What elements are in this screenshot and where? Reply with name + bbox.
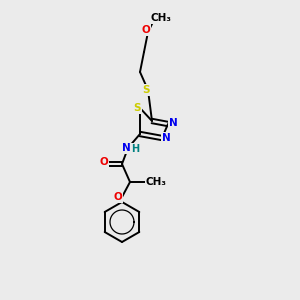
Text: N: N (162, 133, 170, 143)
Text: N: N (122, 143, 130, 153)
Text: S: S (142, 85, 150, 95)
Text: O: O (100, 157, 108, 167)
Text: CH₃: CH₃ (146, 177, 167, 187)
Text: O: O (142, 25, 150, 35)
Text: O: O (114, 192, 122, 202)
Text: CH₃: CH₃ (151, 13, 172, 23)
Text: N: N (169, 118, 177, 128)
Text: H: H (131, 144, 139, 154)
Text: S: S (133, 103, 141, 113)
